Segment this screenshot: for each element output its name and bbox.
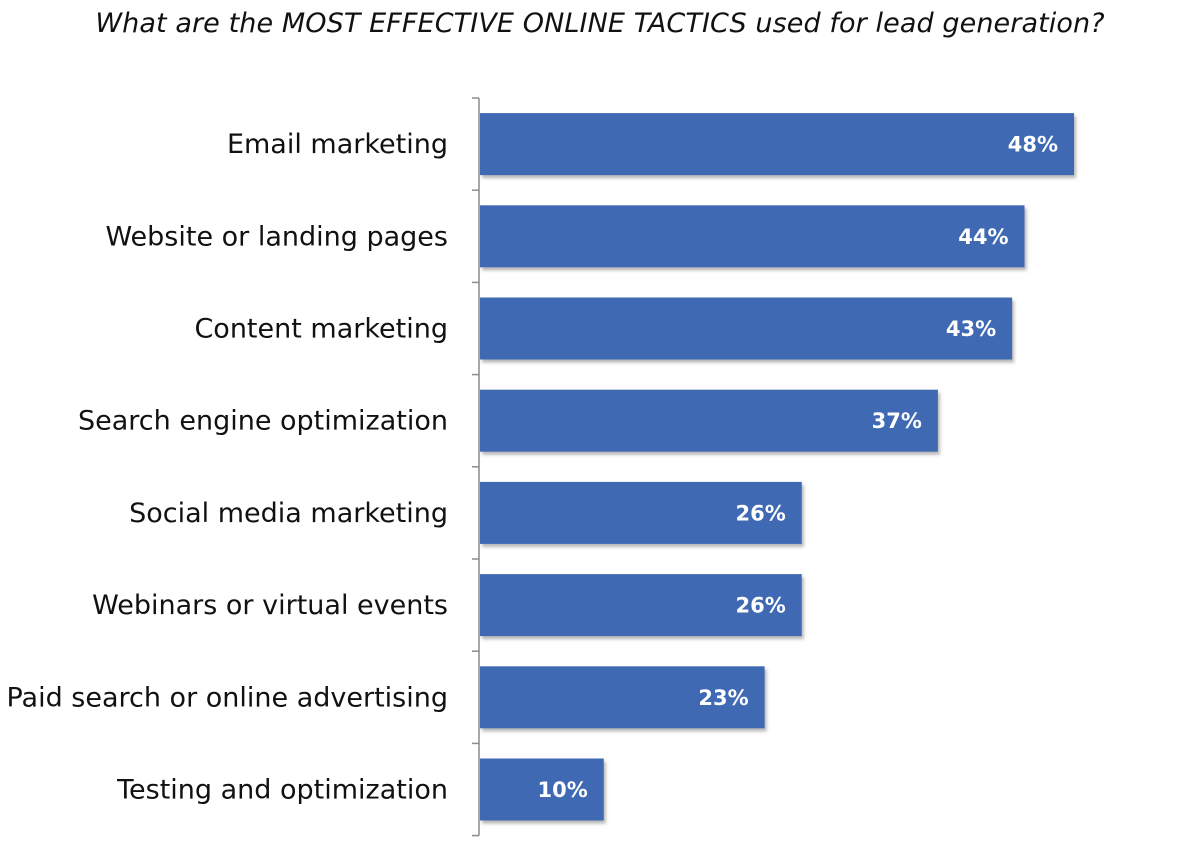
data-label-webinars-or-virtual-events: 26% <box>735 594 785 618</box>
category-label-search-engine-optimization: Search engine optimization <box>78 406 448 437</box>
category-label-website-or-landing-pages: Website or landing pages <box>105 221 448 252</box>
category-label-testing-and-optimization: Testing and optimization <box>116 775 448 806</box>
data-label-paid-search-or-online-advertising: 23% <box>698 686 748 710</box>
bar-social-media-marketing <box>480 481 802 544</box>
data-label-search-engine-optimization: 37% <box>872 409 922 433</box>
data-label-email-marketing: 48% <box>1008 133 1058 157</box>
bar-webinars-or-virtual-events <box>480 574 802 637</box>
bar-search-engine-optimization <box>480 389 938 452</box>
bars-layer: 48% 44% 43% 37% 26% 26% 23% 10% <box>480 113 1074 821</box>
data-label-testing-and-optimization: 10% <box>537 778 587 802</box>
data-label-website-or-landing-pages: 44% <box>958 225 1008 249</box>
category-label-social-media-marketing: Social media marketing <box>129 498 448 529</box>
data-label-social-media-marketing: 26% <box>735 501 785 525</box>
category-label-paid-search-or-online-advertising: Paid search or online advertising <box>6 682 448 713</box>
bar-testing-and-optimization <box>480 758 604 821</box>
bar-email-marketing <box>480 113 1074 176</box>
bar-content-marketing <box>480 297 1013 360</box>
data-label-content-marketing: 43% <box>946 317 996 341</box>
category-label-content-marketing: Content marketing <box>194 314 448 345</box>
chart-title: What are the MOST EFFECTIVE ONLINE TACTI… <box>95 8 1105 39</box>
category-label-email-marketing: Email marketing <box>227 129 448 160</box>
category-labels: Email marketing Website or landing pages C… <box>6 129 448 805</box>
bar-website-or-landing-pages <box>480 205 1025 268</box>
category-label-webinars-or-virtual-events: Webinars or virtual events <box>92 590 448 621</box>
category-axis <box>472 97 480 837</box>
bar-paid-search-or-online-advertising <box>480 666 765 729</box>
